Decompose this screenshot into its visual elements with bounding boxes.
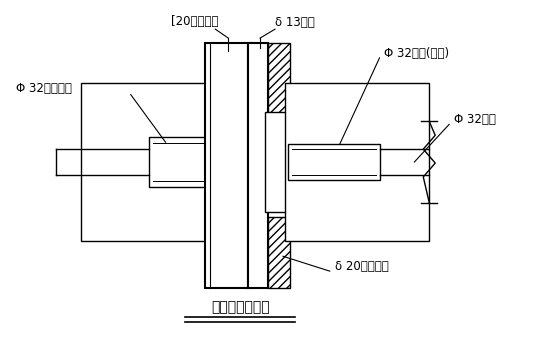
Text: δ 13模面: δ 13模面	[275, 16, 315, 29]
Bar	[265, 113, 295, 212]
Text: Φ 32拉杆: Φ 32拉杆	[454, 113, 496, 126]
Text: Φ 32螺母(加长): Φ 32螺母(加长)	[385, 47, 450, 60]
Bar	[268, 43, 290, 119]
Bar	[81, 83, 207, 241]
Bar	[208, 116, 250, 209]
Bar	[268, 217, 290, 288]
Bar	[148, 137, 208, 187]
Text: [20加强槽钢: [20加强槽钢	[171, 15, 218, 28]
Bar	[285, 83, 430, 241]
Bar	[288, 144, 380, 180]
Text: Φ 32粗制螺母: Φ 32粗制螺母	[16, 82, 72, 95]
Bar	[248, 43, 268, 288]
Bar	[206, 43, 252, 288]
Text: 拉杆位置大样图: 拉杆位置大样图	[211, 300, 269, 314]
Text: δ 20加强钢板: δ 20加强钢板	[335, 260, 389, 273]
